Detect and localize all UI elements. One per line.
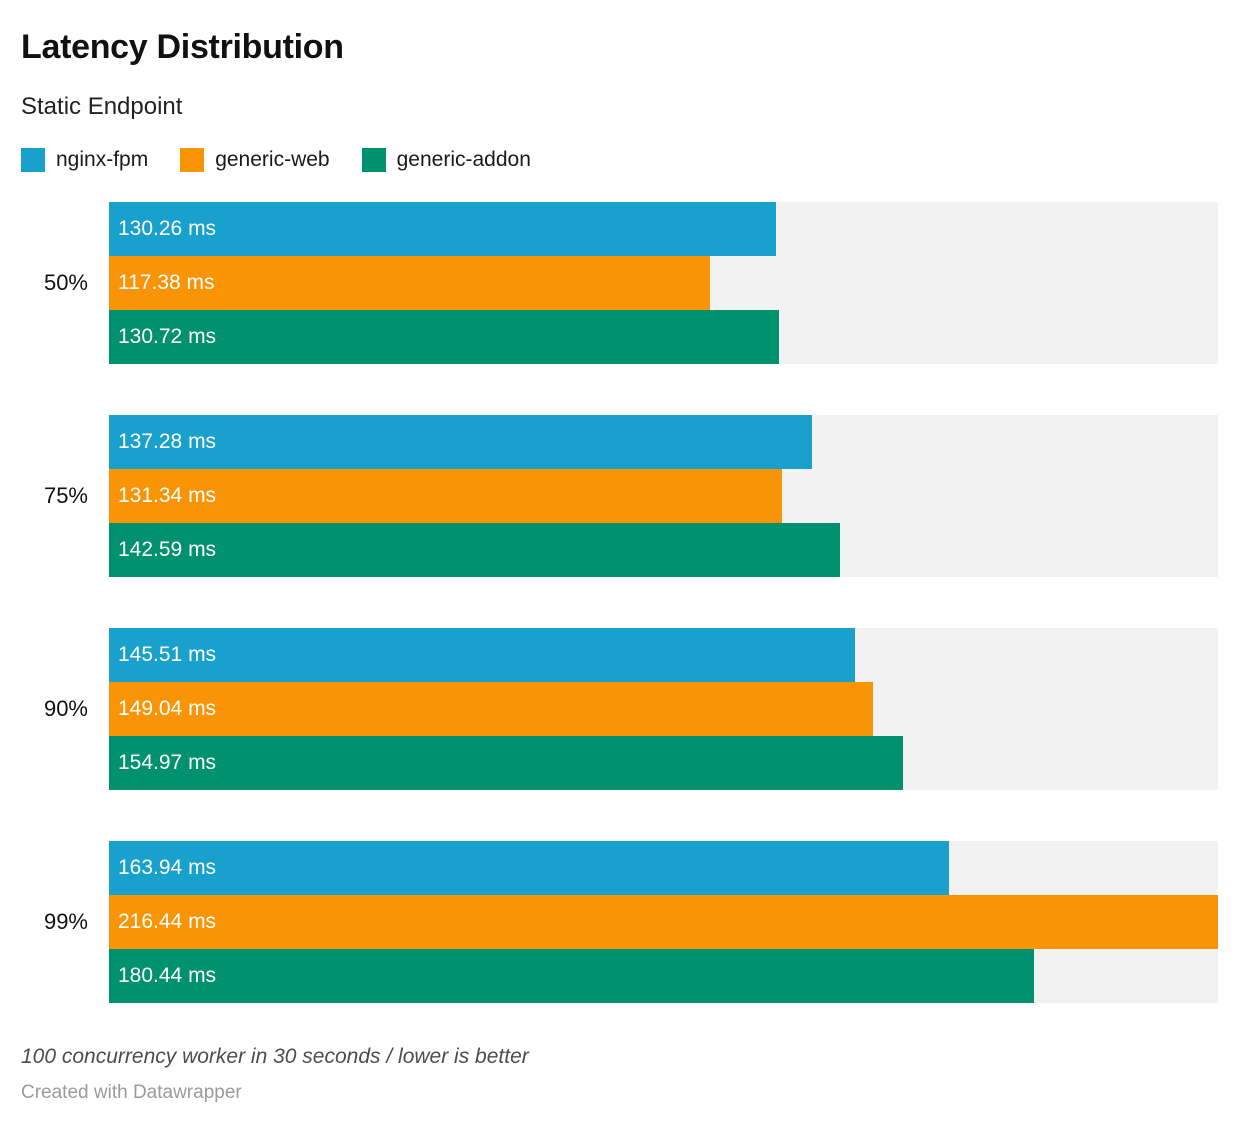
bar-generic-addon: 180.44 ms bbox=[109, 949, 1034, 1003]
bar-value-label: 149.04 ms bbox=[118, 697, 217, 720]
legend-label: generic-web bbox=[215, 148, 330, 171]
category-label: 90% bbox=[43, 696, 88, 721]
bar-value-label: 216.44 ms bbox=[118, 910, 217, 933]
bar-value-label: 130.26 ms bbox=[118, 217, 217, 240]
bar-track: 145.51 ms 149.04 ms 154.97 ms bbox=[109, 628, 1218, 790]
category-label: 50% bbox=[43, 270, 88, 295]
chart-note: 100 concurrency worker in 30 seconds / l… bbox=[21, 1045, 529, 1068]
bar-generic-addon: 130.72 ms bbox=[109, 310, 779, 364]
bar-value-label: 180.44 ms bbox=[118, 964, 217, 987]
bar-value-label: 145.51 ms bbox=[118, 643, 217, 666]
legend-item-generic-web: generic-web bbox=[180, 148, 330, 172]
chart-group-75%: 75% 137.28 ms 131.34 ms 142.59 ms bbox=[21, 415, 1218, 577]
legend: nginx-fpm generic-web generic-addon bbox=[21, 148, 1218, 172]
bar-value-label: 130.72 ms bbox=[118, 325, 217, 348]
chart-subtitle: Static Endpoint bbox=[21, 93, 183, 120]
bar-value-label: 154.97 ms bbox=[118, 751, 217, 774]
bar-track: 130.26 ms 117.38 ms 130.72 ms bbox=[109, 202, 1218, 364]
legend-item-nginx-fpm: nginx-fpm bbox=[21, 148, 148, 172]
chart-group-90%: 90% 145.51 ms 149.04 ms 154.97 ms bbox=[21, 628, 1218, 790]
bar-generic-web: 117.38 ms bbox=[109, 256, 711, 310]
category-label: 75% bbox=[43, 483, 88, 508]
bar-track: 137.28 ms 131.34 ms 142.59 ms bbox=[109, 415, 1218, 577]
bar-value-label: 137.28 ms bbox=[118, 430, 217, 453]
bar-chart: 50% 130.26 ms 117.38 ms 130.72 ms 75% 137.28 … bbox=[21, 202, 1218, 1003]
bar-generic-addon: 142.59 ms bbox=[109, 523, 840, 577]
legend-label: generic-addon bbox=[396, 148, 531, 171]
bar-value-label: 131.34 ms bbox=[118, 484, 217, 507]
chart-header: Latency Distribution Static Endpoint ngi… bbox=[21, 28, 1218, 172]
legend-swatch-generic-web bbox=[180, 148, 205, 172]
chart-footer: 100 concurrency worker in 30 seconds / l… bbox=[21, 1045, 1218, 1104]
chart-group-50%: 50% 130.26 ms 117.38 ms 130.72 ms bbox=[21, 202, 1218, 364]
chart-group-99%: 99% 163.94 ms 216.44 ms 180.44 ms bbox=[21, 841, 1218, 1003]
bar-value-label: 163.94 ms bbox=[118, 856, 217, 879]
bar-nginx-fpm: 137.28 ms bbox=[109, 415, 813, 469]
bar-track: 163.94 ms 216.44 ms 180.44 ms bbox=[109, 841, 1218, 1003]
bar-value-label: 142.59 ms bbox=[118, 538, 217, 561]
bar-generic-addon: 154.97 ms bbox=[109, 736, 904, 790]
bar-generic-web: 131.34 ms bbox=[109, 469, 782, 523]
legend-label: nginx-fpm bbox=[56, 148, 149, 171]
legend-item-generic-addon: generic-addon bbox=[361, 148, 531, 172]
bar-nginx-fpm: 145.51 ms bbox=[109, 628, 855, 682]
bar-value-label: 117.38 ms bbox=[118, 271, 215, 294]
category-label: 99% bbox=[43, 909, 88, 934]
page-title: Latency Distribution bbox=[21, 28, 344, 66]
bar-nginx-fpm: 130.26 ms bbox=[109, 202, 777, 256]
datawrapper-attribution[interactable]: Created with Datawrapper bbox=[21, 1082, 242, 1103]
legend-swatch-generic-addon bbox=[361, 148, 386, 172]
bar-generic-web: 216.44 ms bbox=[109, 895, 1218, 949]
bar-generic-web: 149.04 ms bbox=[109, 682, 873, 736]
legend-swatch-nginx-fpm bbox=[21, 148, 45, 172]
bar-nginx-fpm: 163.94 ms bbox=[109, 841, 949, 895]
